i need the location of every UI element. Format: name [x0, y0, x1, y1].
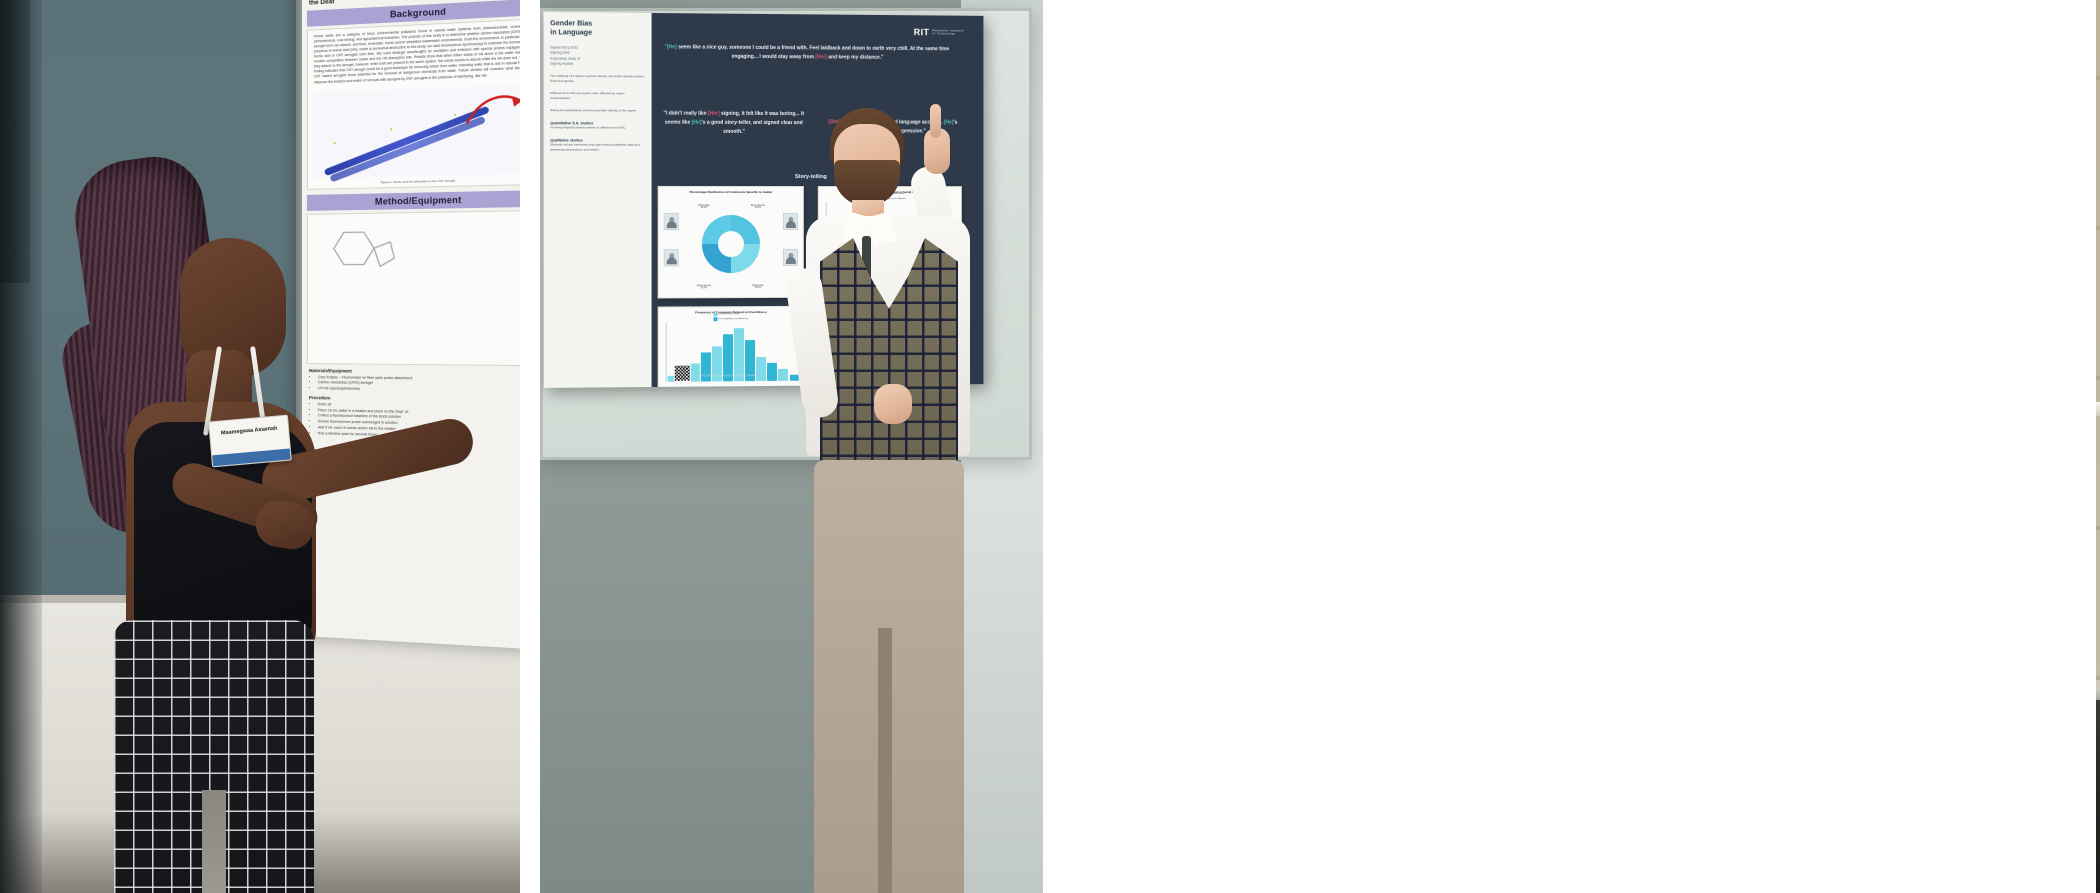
qr-code: [673, 364, 691, 382]
poster-quote-1: "[He] seem like a nice guy, someone I co…: [664, 44, 950, 61]
rit-logo-subtext: Rochester Institute of Technology: [932, 29, 964, 36]
pie-label-3: Black Male 25.0%: [752, 285, 764, 290]
lab-bench: [2096, 700, 2100, 893]
legend-entry: Unfriendly/Impersonal/Aloofness: [713, 317, 748, 321]
lower-hand: [874, 384, 912, 424]
poster-subtitle: Signed Story 2022 Signing Deaf Explorato…: [550, 45, 580, 66]
pie-label-2: White Woman 25.0%: [696, 285, 712, 290]
panel-signing-presenter: Gender Bias in Language Signed Story 2022…: [540, 0, 1043, 893]
rit-logo: RIT Rochester Institute of Technology: [914, 21, 979, 43]
red-arrow-icon: [462, 86, 520, 130]
poster-intro-text: The masking of a signer's gender identit…: [550, 73, 645, 84]
poster-body-2: Rating the participants' perceived gende…: [550, 108, 637, 113]
poster-left-column: Gender Bias in Language Signed Story 2022…: [544, 12, 652, 388]
poster-body-1: Differences in ASL perception were affec…: [550, 91, 625, 101]
bar: [689, 363, 700, 382]
pie-label-1: Black Woman 25.0%: [750, 205, 766, 210]
avatar: [663, 249, 679, 267]
poster-footer-text: 2022 POSTER: Exploratory Study of Signin…: [695, 374, 757, 378]
leg-gap-background: [202, 790, 226, 893]
poster-title: Gender Bias in Language: [550, 20, 593, 37]
pie-label-0: White Male 25.0%: [698, 205, 710, 210]
chart-y-axis: [665, 322, 667, 382]
bench-edge: [2096, 688, 2100, 704]
trouser-seam: [878, 628, 892, 893]
rit-wordmark: RIT: [913, 27, 930, 38]
panel-lab-researcher: Tris Buffer pH 8.0 0.1 M: [1048, 0, 2100, 893]
chart-legend: Friendly Warm Overall Unfriendly/Imperso…: [713, 312, 748, 321]
panel-divider: [1043, 0, 1048, 893]
poster-background-body: Humic acids are a category of trace envi…: [313, 23, 520, 85]
legend-entry: Friendly Warm Overall: [713, 312, 748, 317]
bar: [756, 357, 766, 382]
index-finger: [930, 104, 941, 138]
poster-subsection-text-quant: Involving linguistic biases based on dif…: [550, 125, 626, 130]
signing-presenter: [778, 104, 1028, 893]
window-wall-left: [2096, 0, 2100, 680]
student-presenter: Maamegwaa Asiamah: [56, 150, 478, 893]
donut-chart: [701, 215, 761, 274]
left-edge-vignette: [0, 0, 42, 893]
poster-subsection-text-qual: Methods include interviews and open-ende…: [550, 142, 640, 152]
shelf: [2096, 402, 2100, 416]
name-badge: Maamegwaa Asiamah: [208, 414, 292, 468]
avatar: [663, 213, 679, 231]
bar: [767, 363, 777, 381]
